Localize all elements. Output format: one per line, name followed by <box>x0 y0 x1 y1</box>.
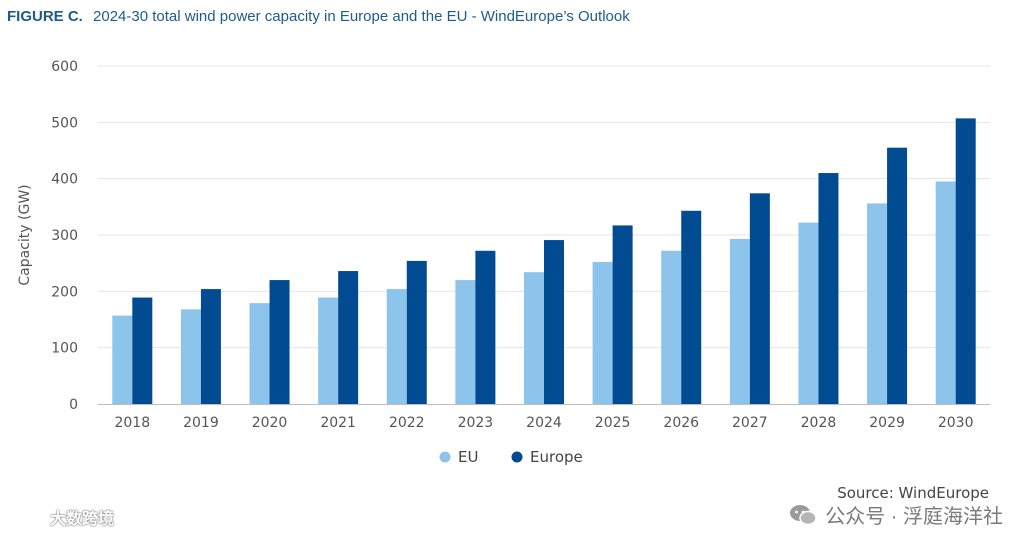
watermark-right: 公众号 · 浮庭海洋社 <box>789 500 1003 529</box>
bar-eu-2029 <box>867 203 888 404</box>
figure-title-text: 2024-30 total wind power capacity in Eur… <box>93 8 630 25</box>
bar-eu-2026 <box>661 250 682 404</box>
x-tick-label: 2021 <box>320 415 356 431</box>
legend-label-eu: EU <box>458 448 478 466</box>
bar-eu-2023 <box>455 280 476 404</box>
bar-europe-2019 <box>200 289 221 404</box>
x-tick-label: 2023 <box>458 415 494 431</box>
wechat-icon <box>790 504 817 525</box>
y-tick-label: 100 <box>51 341 78 357</box>
bar-europe-2026 <box>681 210 702 404</box>
bar-eu-2027 <box>729 238 750 404</box>
y-tick-label: 600 <box>51 59 78 75</box>
x-tick-label: 2024 <box>526 415 562 431</box>
bar-europe-2020 <box>269 280 290 404</box>
x-tick-label: 2027 <box>732 415 768 431</box>
x-tick-label: 2020 <box>252 415 288 431</box>
bar-europe-2023 <box>475 250 496 404</box>
x-axis-ticks: 2018 2019 2020 2021 2022 2023 2024 2025 2026 2027… <box>114 415 973 431</box>
bar-europe-2027 <box>749 193 770 404</box>
y-tick-label: 400 <box>51 172 78 188</box>
x-tick-label: 2030 <box>938 415 974 431</box>
bar-europe-2018 <box>132 297 153 404</box>
figure-label: FIGURE C. <box>7 8 83 25</box>
bar-europe-2025 <box>612 225 633 404</box>
bar-eu-2019 <box>180 309 201 404</box>
watermark-left-text: 大数跨境 <box>50 511 115 528</box>
bar-eu-2025 <box>592 262 613 404</box>
x-tick-label: 2018 <box>114 415 150 431</box>
y-axis-label: Capacity (GW) <box>17 184 33 285</box>
x-tick-label: 2028 <box>801 415 837 431</box>
bar-eu-2028 <box>798 222 819 404</box>
bar-europe-2029 <box>887 147 908 404</box>
x-tick-label: 2029 <box>869 415 905 431</box>
bar-eu-2022 <box>386 289 407 404</box>
bar-europe-2022 <box>406 260 427 404</box>
bars <box>112 118 976 404</box>
bar-europe-2028 <box>818 173 839 404</box>
source-note: Source: WindEurope <box>837 484 989 502</box>
bar-europe-2030 <box>955 118 976 404</box>
bar-eu-2021 <box>318 297 339 404</box>
x-tick-label: 2025 <box>595 415 631 431</box>
x-tick-label: 2019 <box>183 415 219 431</box>
y-axis-ticks: 0 100 200 300 400 500 600 <box>51 59 78 413</box>
bar-europe-2024 <box>544 240 564 404</box>
x-tick-label: 2026 <box>663 415 699 431</box>
watermark-right-text: 公众号 · 浮庭海洋社 <box>825 506 1003 528</box>
x-tick-label: 2022 <box>389 415 425 431</box>
legend-marker-europe <box>511 451 523 463</box>
bar-eu-2018 <box>112 315 133 404</box>
legend-marker-eu <box>439 451 451 463</box>
y-tick-label: 300 <box>51 228 78 244</box>
legend: EU Europe <box>439 448 583 466</box>
bar-europe-2021 <box>338 271 359 404</box>
figure-title: FIGURE C. 2024-30 total wind power capac… <box>7 8 630 25</box>
watermark-left: 大数跨境 <box>8 505 114 529</box>
legend-label-europe: Europe <box>530 448 583 466</box>
y-tick-label: 0 <box>69 397 78 413</box>
y-tick-label: 500 <box>51 115 78 131</box>
y-tick-label: 200 <box>51 284 78 300</box>
bar-eu-2020 <box>249 303 270 404</box>
cloud-chat-icon <box>8 507 43 528</box>
bar-eu-2024 <box>524 272 544 404</box>
bar-eu-2030 <box>935 181 956 404</box>
